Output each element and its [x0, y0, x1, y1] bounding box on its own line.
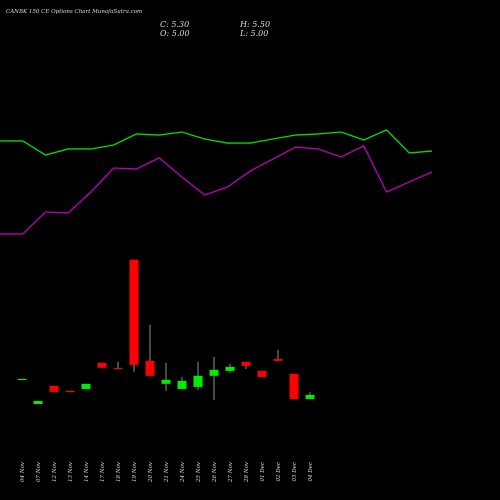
- candle-body: [209, 369, 219, 376]
- x-tick-label: 14 Nov: [84, 461, 90, 482]
- candle-body: [161, 379, 171, 384]
- x-tick-label: 21 Nov: [164, 461, 170, 483]
- candle-body: [273, 358, 283, 361]
- candle-body: [289, 373, 299, 399]
- x-tick-label: 12 Nov: [52, 461, 58, 482]
- x-tick-label: 17 Nov: [100, 461, 106, 482]
- candle-body: [193, 375, 203, 387]
- line-series: [0, 145, 433, 235]
- x-tick-label: 26 Nov: [212, 461, 218, 483]
- candle-body: [65, 390, 75, 393]
- x-tick-label: 20 Nov: [148, 461, 154, 483]
- x-tick-label: 13 Nov: [68, 461, 74, 482]
- candle-body: [81, 383, 91, 389]
- ohlc-close: C: 5.30: [160, 20, 189, 29]
- candle-body: [129, 259, 139, 365]
- line-series: [0, 129, 433, 156]
- candle-body: [177, 380, 187, 389]
- x-tick-label: 18 Nov: [116, 461, 122, 482]
- ohlc-high: H: 5.50: [239, 20, 270, 29]
- candle-body: [257, 370, 267, 377]
- candle-body: [33, 400, 43, 405]
- ohlc-open: O: 5.00: [160, 29, 190, 38]
- candle-body: [97, 362, 107, 368]
- candle-body: [17, 378, 27, 381]
- chart-title: CANBK 150 CE Options Chart MunafaSutra.c…: [6, 9, 142, 15]
- candle-body: [305, 394, 315, 399]
- x-tick-label: 04 Dec: [308, 462, 314, 482]
- x-tick-label: 19 Nov: [132, 461, 138, 482]
- candle-body: [113, 367, 123, 370]
- candle-body: [225, 366, 235, 371]
- x-tick-label: 02 Dec: [276, 462, 282, 482]
- candle-body: [241, 361, 251, 366]
- candle-body: [145, 360, 155, 376]
- x-tick-label: 25 Nov: [196, 461, 202, 483]
- x-tick-label: 04 Nov: [20, 461, 26, 482]
- x-tick-label: 27 Nov: [228, 461, 234, 483]
- x-tick-label: 28 Nov: [244, 461, 250, 483]
- x-tick-label: 07 Nov: [36, 461, 42, 482]
- candle-body: [49, 385, 59, 392]
- ohlc-low: L: 5.00: [239, 29, 268, 38]
- x-tick-label: 03 Dec: [292, 462, 298, 482]
- x-tick-label: 24 Nov: [180, 461, 186, 483]
- x-tick-label: 01 Dec: [260, 462, 266, 482]
